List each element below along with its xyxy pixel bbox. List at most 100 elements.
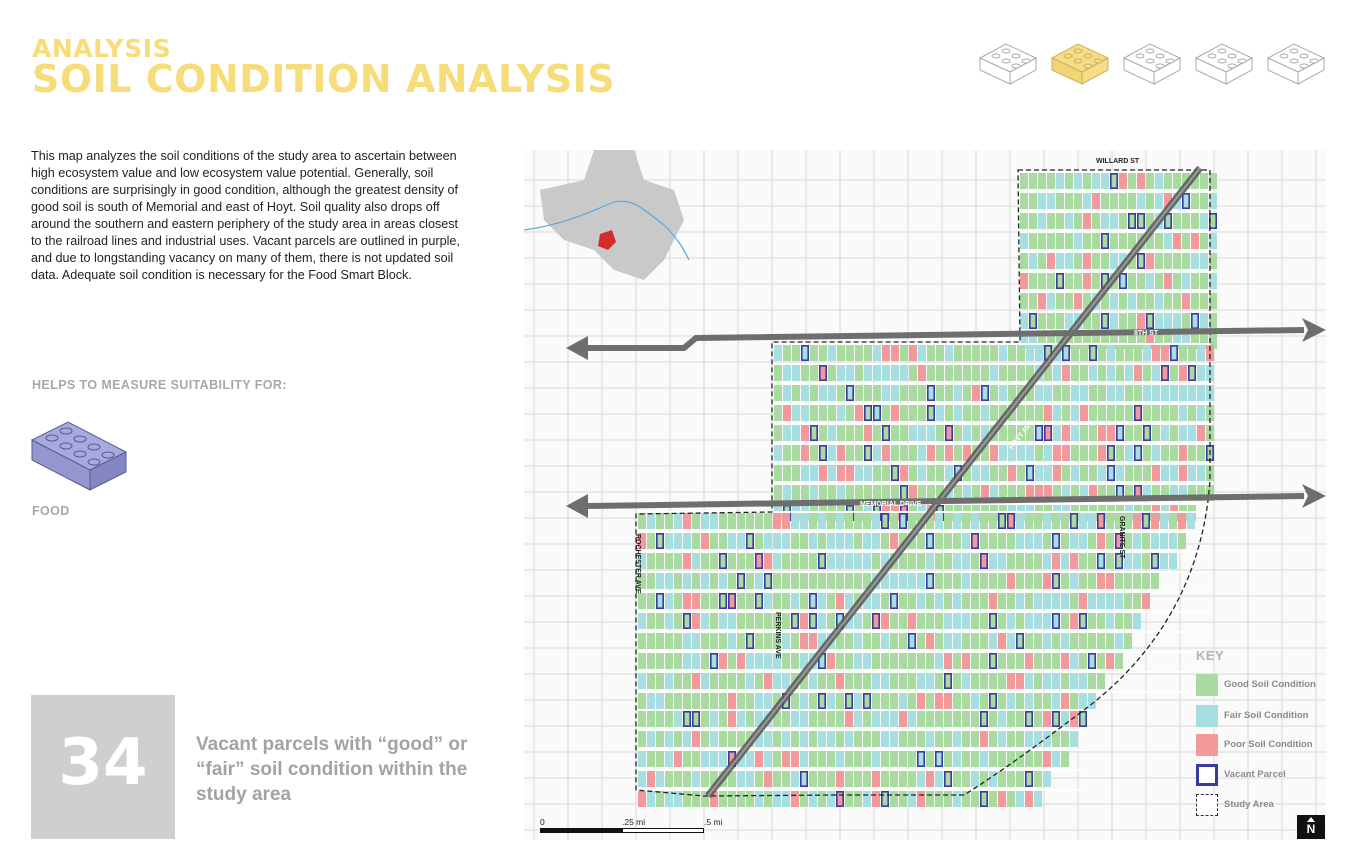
parcel	[1020, 173, 1028, 189]
parcel	[1061, 731, 1069, 747]
parcel	[873, 485, 881, 501]
parcel	[882, 445, 890, 461]
parcel	[1188, 385, 1196, 401]
parcel	[746, 673, 754, 689]
parcel	[1038, 293, 1046, 309]
parcel	[845, 553, 853, 569]
parcel	[854, 673, 862, 689]
parcel	[665, 731, 673, 747]
parcel	[827, 673, 835, 689]
scale-bar: 0 .25 mi .5 mi	[540, 817, 740, 839]
parcel	[1052, 751, 1060, 767]
parcel	[692, 553, 700, 569]
8th-st-arrow	[566, 318, 1326, 360]
parcel	[989, 533, 997, 549]
parcel	[764, 593, 772, 609]
parcel	[719, 573, 727, 589]
parcel	[638, 633, 646, 649]
vacant-parcel	[1136, 212, 1145, 229]
parcel	[854, 653, 862, 669]
parcel	[971, 751, 979, 767]
parcel	[872, 731, 880, 747]
parcel	[1079, 673, 1087, 689]
parcel	[917, 573, 925, 589]
parcel	[908, 711, 916, 727]
vacant-parcel	[988, 652, 997, 669]
parcel	[774, 465, 782, 481]
parcel	[1142, 533, 1150, 549]
parcel	[683, 693, 691, 709]
parcel	[980, 791, 988, 807]
parcel	[1142, 513, 1150, 529]
parcel	[1056, 233, 1064, 249]
parcel	[1065, 333, 1073, 349]
parcel	[656, 673, 664, 689]
vacant-parcel	[889, 592, 898, 609]
parcel	[719, 693, 727, 709]
parcel	[819, 365, 827, 381]
parcel	[846, 485, 854, 501]
parcel	[665, 513, 673, 529]
scale-label: 0	[540, 817, 545, 827]
parcel	[881, 633, 889, 649]
parcel	[863, 633, 871, 649]
parcel	[1053, 385, 1061, 401]
parcel	[719, 633, 727, 649]
street-label-rochester: ROCHESTER AVE	[634, 534, 641, 594]
parcel	[791, 613, 799, 629]
parcel	[917, 731, 925, 747]
parcel	[872, 771, 880, 787]
parcel	[981, 385, 989, 401]
parcel	[891, 465, 899, 481]
parcel	[746, 791, 754, 807]
parcel	[755, 513, 763, 529]
parcel	[1116, 425, 1124, 441]
parcel	[1047, 253, 1055, 269]
parcel	[1125, 485, 1133, 501]
parcel	[665, 791, 673, 807]
parcel	[1071, 465, 1079, 481]
parcel	[944, 593, 952, 609]
parcel	[936, 385, 944, 401]
parcel	[908, 593, 916, 609]
parcel	[980, 553, 988, 569]
parcel	[1155, 173, 1163, 189]
parcel	[1016, 593, 1024, 609]
parcel	[1025, 771, 1033, 787]
parcel	[1110, 173, 1118, 189]
parcel	[656, 613, 664, 629]
parcel	[755, 653, 763, 669]
parcel	[899, 573, 907, 589]
parcel	[989, 771, 997, 787]
parcel	[1029, 233, 1037, 249]
parcel	[1146, 333, 1154, 349]
parcel	[837, 465, 845, 481]
parcel	[638, 653, 646, 669]
parcel	[1119, 173, 1127, 189]
parcel	[638, 693, 646, 709]
parcel	[881, 771, 889, 787]
parcel	[864, 345, 872, 361]
parcel	[801, 385, 809, 401]
parcel	[828, 465, 836, 481]
parcel	[962, 613, 970, 629]
parcel	[1071, 385, 1079, 401]
parcel	[944, 673, 952, 689]
parcel	[1173, 213, 1181, 229]
parcel	[647, 751, 655, 767]
parcel	[819, 465, 827, 481]
parcel	[1035, 465, 1043, 481]
parcel	[1007, 633, 1015, 649]
parcel	[828, 385, 836, 401]
parcel	[935, 633, 943, 649]
parcel	[647, 771, 655, 787]
parcel	[800, 593, 808, 609]
parcel	[810, 345, 818, 361]
parcel	[1200, 313, 1208, 329]
parcel	[1209, 333, 1217, 349]
parcel	[989, 593, 997, 609]
parcel	[873, 425, 881, 441]
parcel	[1088, 593, 1096, 609]
vacant-parcel	[1141, 512, 1150, 529]
parcel	[854, 533, 862, 549]
